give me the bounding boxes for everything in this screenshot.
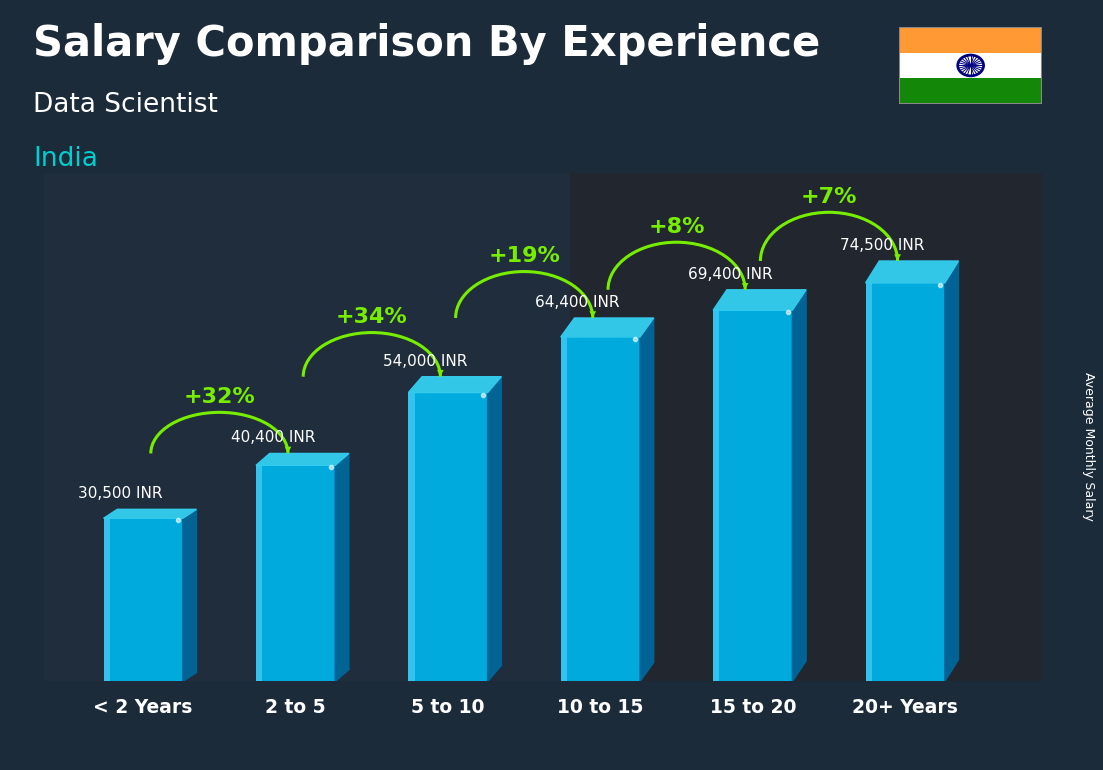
Polygon shape [714,290,806,310]
Polygon shape [104,509,196,518]
Bar [899,27,1042,52]
Bar [560,337,567,681]
Text: +34%: +34% [336,307,408,327]
Bar [899,52,1042,79]
Polygon shape [488,377,502,681]
Polygon shape [335,454,349,681]
Polygon shape [640,318,654,681]
Text: 54,000 INR: 54,000 INR [383,353,468,369]
Text: 74,500 INR: 74,500 INR [840,238,924,253]
Bar [256,465,263,681]
Polygon shape [183,509,196,681]
Text: 64,400 INR: 64,400 INR [535,295,620,310]
Text: 30,500 INR: 30,500 INR [78,487,162,501]
Polygon shape [408,377,502,393]
Text: Data Scientist: Data Scientist [33,92,218,119]
Bar [866,283,945,681]
Bar [866,283,871,681]
Polygon shape [792,290,806,681]
Bar [714,310,719,681]
Text: Average Monthly Salary: Average Monthly Salary [1082,372,1095,521]
Text: 40,400 INR: 40,400 INR [231,430,314,445]
Text: +7%: +7% [801,187,857,207]
Bar [714,310,792,681]
Text: Salary Comparison By Experience: Salary Comparison By Experience [33,23,821,65]
Bar [36,146,570,708]
Bar [408,393,488,681]
Polygon shape [945,261,959,681]
Bar [104,518,183,681]
Bar [899,79,1042,104]
Bar [560,337,640,681]
Bar [104,518,110,681]
Text: +19%: +19% [489,246,560,266]
Text: 69,400 INR: 69,400 INR [687,266,772,282]
Bar [256,465,335,681]
Text: India: India [33,146,98,172]
Polygon shape [866,261,959,283]
Polygon shape [560,318,654,337]
Bar [570,146,1103,708]
Text: +32%: +32% [183,387,255,407]
Bar [408,393,415,681]
Text: +8%: +8% [649,217,705,237]
Polygon shape [256,454,349,465]
